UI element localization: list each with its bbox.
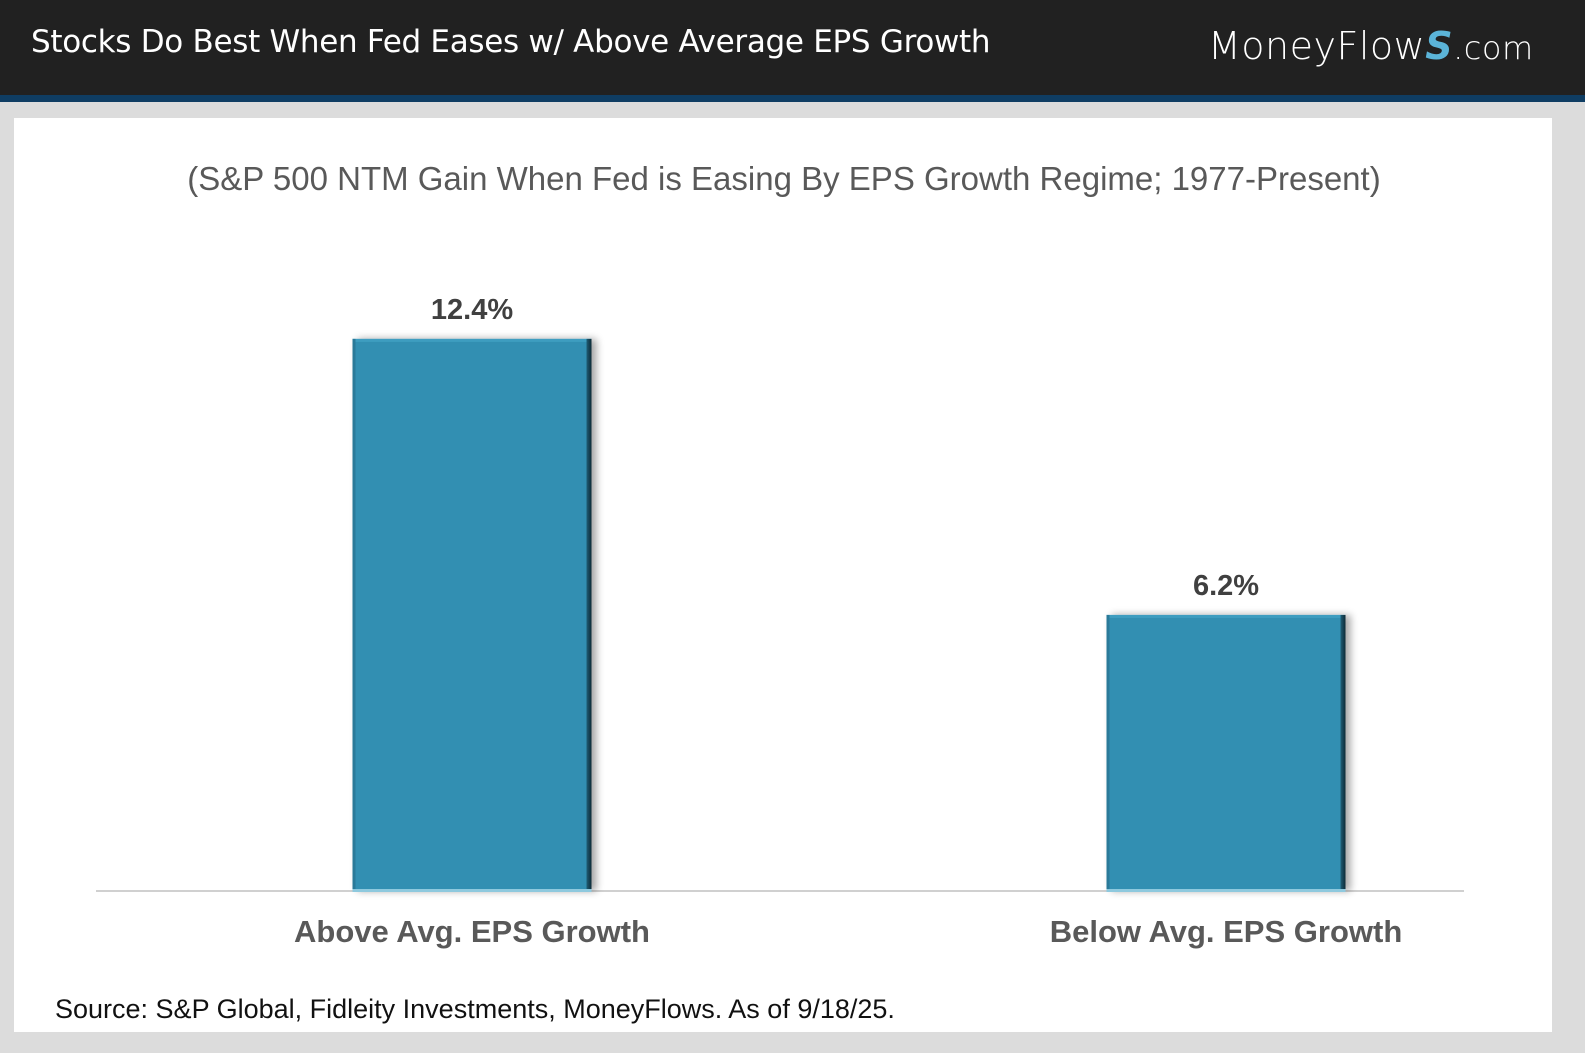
bar-left-bevel [352, 338, 356, 891]
bar-group: 12.4% Above Avg. EPS Growth [294, 294, 650, 949]
source-note: Source: S&P Global, Fidleity Investments… [55, 994, 895, 1024]
bar-top-bevel [352, 338, 592, 342]
data-label: 6.2% [1193, 570, 1259, 602]
logo-text-prefix: MoneyFlow [1208, 24, 1426, 68]
logo-s-icon: S [1425, 24, 1454, 68]
logo-text-suffix: .com [1453, 29, 1534, 67]
bar-left-bevel [1106, 614, 1110, 891]
data-label: 12.4% [431, 294, 513, 326]
bar-right-bevel [586, 338, 592, 891]
bar-group: 6.2% Below Avg. EPS Growth [1050, 570, 1403, 949]
bar-top-bevel [1106, 614, 1346, 618]
bar-bottom-edge [352, 889, 592, 892]
bar [1106, 614, 1346, 891]
page-title: Stocks Do Best When Fed Eases w/ Above A… [31, 24, 991, 60]
header-accent-stripe [0, 95, 1585, 102]
x-tick-label: Above Avg. EPS Growth [294, 914, 650, 949]
header-bar: Stocks Do Best When Fed Eases w/ Above A… [0, 0, 1585, 95]
chart-title: (S&P 500 NTM Gain When Fed is Easing By … [187, 160, 1381, 197]
bar-right-bevel [1340, 614, 1346, 891]
moneyflows-logo[interactable]: MoneyFlowS.com [1208, 24, 1534, 68]
bar-bottom-edge [1106, 889, 1346, 892]
x-tick-label: Below Avg. EPS Growth [1050, 914, 1403, 949]
bar [352, 338, 592, 891]
